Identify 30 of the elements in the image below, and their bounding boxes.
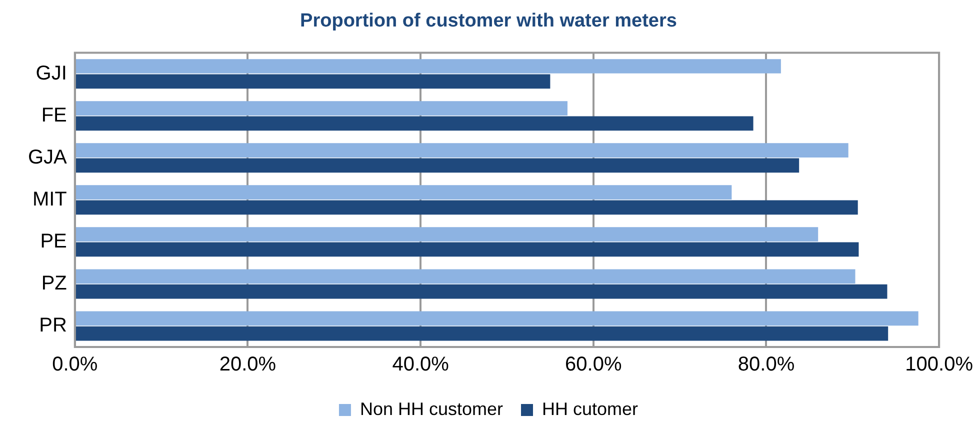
bar [76,185,732,200]
y-tick-label: PZ [41,272,67,294]
x-tick-label: 0.0% [52,354,98,376]
bar [76,284,888,299]
y-tick-label: GJA [28,146,68,168]
bar [76,311,918,326]
bar [76,101,568,116]
bar [76,143,848,158]
x-tick-label: 80.0% [738,354,795,376]
bar [76,269,856,284]
y-tick-label: MIT [32,188,67,210]
y-tick-label: GJI [36,62,67,84]
bar [76,242,859,257]
y-tick-label: PR [39,314,67,336]
y-tick-label: FE [41,104,67,126]
bar [76,74,550,89]
x-tick-label: 60.0% [565,354,622,376]
bar [76,158,800,173]
bar [76,59,781,74]
bar [76,227,818,242]
bar [76,326,888,341]
chart-title: Proportion of customer with water meters [300,10,677,32]
legend-label: HH cutomer [542,398,638,419]
x-tick-label: 100.0% [905,354,974,376]
legend-label: Non HH customer [360,398,504,419]
x-tick-label: 40.0% [392,354,450,376]
x-tick-label: 20.0% [219,354,276,376]
bar [76,116,754,131]
y-tick-label: PE [40,230,67,252]
bar [76,200,858,215]
